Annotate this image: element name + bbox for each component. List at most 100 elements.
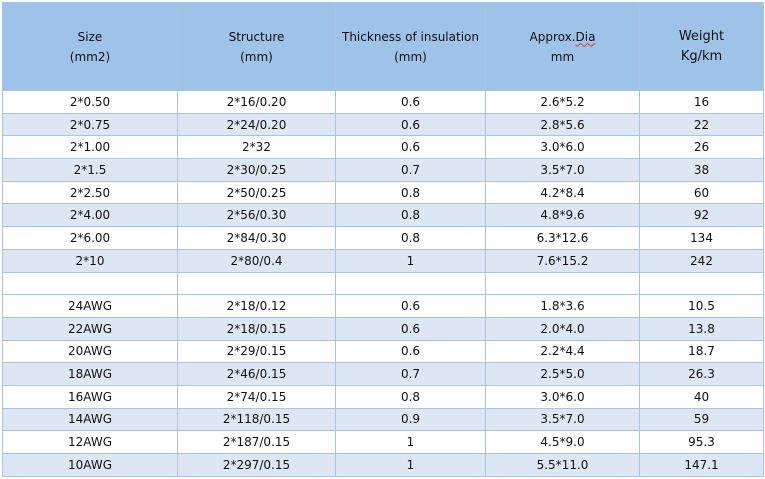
diameter-cell: 2.0*4.0 (485, 316, 640, 341)
diameter-cell: 2.6*5.2 (485, 90, 640, 114)
size-cell: 24AWG (2, 294, 178, 318)
table-row: 16AWG 2*74/0.15 0.8 3.0*6.0 40 (2, 384, 764, 409)
thickness-cell: 0.7 (335, 362, 486, 386)
size-cell: 2*1.00 (2, 135, 178, 160)
size-cell: 2*10 (2, 248, 178, 273)
header-diameter-prefix: Approx. (529, 29, 576, 44)
structure-cell: 2*74/0.15 (177, 384, 336, 409)
thickness-cell: 0.6 (335, 294, 486, 318)
header-weight: Weight Kg/km (639, 2, 764, 91)
size-cell: 18AWG (2, 362, 178, 386)
diameter-cell: 1.8*3.6 (485, 294, 640, 318)
header-thickness-unit: (mm) (394, 49, 427, 64)
structure-cell: 2*297/0.15 (177, 453, 336, 477)
size-cell: 2*1.5 (2, 158, 178, 182)
diameter-cell: 7.6*15.2 (485, 248, 640, 273)
diameter-cell: 5.5*11.0 (485, 453, 640, 477)
thickness-cell: 1 (335, 248, 486, 273)
table-row: 10AWG 2*297/0.15 1 5.5*11.0 147.1 (2, 453, 764, 477)
header-size: Size (mm2) (2, 2, 178, 91)
weight-cell (639, 271, 764, 296)
table-row: 2*1.5 2*30/0.25 0.7 3.5*7.0 38 (2, 158, 764, 182)
size-cell (2, 271, 178, 296)
header-thickness-title: Thickness of insulation (342, 29, 479, 44)
structure-cell: 2*18/0.15 (177, 316, 336, 341)
weight-cell: 59 (639, 407, 764, 432)
thickness-cell (335, 271, 486, 296)
header-size-unit: (mm2) (69, 49, 111, 64)
header-size-title: Size (77, 29, 103, 44)
size-cell: 2*0.50 (2, 90, 178, 114)
header-thickness: Thickness of insulation (mm) (335, 2, 486, 91)
weight-cell: 26 (639, 135, 764, 160)
table-row: 24AWG 2*18/0.12 0.6 1.8*3.6 10.5 (2, 294, 764, 318)
header-diameter: Approx.Dia mm (485, 2, 640, 91)
diameter-cell: 2.2*4.4 (485, 339, 640, 364)
thickness-cell: 1 (335, 453, 486, 477)
size-cell: 10AWG (2, 453, 178, 477)
header-structure-title: Structure (228, 29, 285, 44)
structure-cell: 2*18/0.12 (177, 294, 336, 318)
structure-cell: 2*80/0.4 (177, 248, 336, 273)
header-structure-unit: (mm) (240, 49, 273, 64)
thickness-cell: 0.8 (335, 203, 486, 228)
structure-cell: 2*16/0.20 (177, 90, 336, 114)
weight-cell: 16 (639, 90, 764, 114)
weight-cell: 13.8 (639, 316, 764, 341)
structure-cell: 2*187/0.15 (177, 430, 336, 454)
size-cell: 20AWG (2, 339, 178, 364)
table-row: 2*6.00 2*84/0.30 0.8 6.3*12.6 134 (2, 226, 764, 250)
header-diameter-flagged-word: Dia (575, 29, 596, 44)
thickness-cell: 0.6 (335, 339, 486, 364)
structure-cell: 2*32 (177, 135, 336, 160)
table-body: 2*0.50 2*16/0.20 0.6 2.6*5.2 16 2*0.75 2*24/0.… (2, 90, 764, 477)
thickness-cell: 0.6 (335, 135, 486, 160)
diameter-cell: 4.8*9.6 (485, 203, 640, 228)
header-weight-unit: Kg/km (680, 48, 723, 64)
header-diameter-unit: mm (550, 49, 575, 64)
weight-cell: 242 (639, 248, 764, 273)
diameter-cell: 4.2*8.4 (485, 180, 640, 205)
size-cell: 2*0.75 (2, 112, 178, 137)
thickness-cell: 0.6 (335, 316, 486, 341)
thickness-cell: 0.8 (335, 180, 486, 205)
size-cell: 2*2.50 (2, 180, 178, 205)
thickness-cell: 0.8 (335, 384, 486, 409)
table-row: 2*1.00 2*32 0.6 3.0*6.0 26 (2, 135, 764, 160)
diameter-cell: 2.8*5.6 (485, 112, 640, 137)
weight-cell: 10.5 (639, 294, 764, 318)
size-cell: 22AWG (2, 316, 178, 341)
header-structure: Structure (mm) (177, 2, 336, 91)
thickness-cell: 0.6 (335, 90, 486, 114)
weight-cell: 40 (639, 384, 764, 409)
table-row: 2*0.50 2*16/0.20 0.6 2.6*5.2 16 (2, 90, 764, 114)
thickness-cell: 0.6 (335, 112, 486, 137)
structure-cell (177, 271, 336, 296)
diameter-cell: 4.5*9.0 (485, 430, 640, 454)
weight-cell: 134 (639, 226, 764, 250)
table-row: 2*2.50 2*50/0.25 0.8 4.2*8.4 60 (2, 180, 764, 205)
table-header: Size (mm2) Structure (mm) Thickness of i… (2, 2, 764, 91)
structure-cell: 2*29/0.15 (177, 339, 336, 364)
thickness-cell: 0.9 (335, 407, 486, 432)
table-row: 2*4.00 2*56/0.30 0.8 4.8*9.6 92 (2, 203, 764, 228)
weight-cell: 92 (639, 203, 764, 228)
diameter-cell: 3.5*7.0 (485, 407, 640, 432)
diameter-cell (485, 271, 640, 296)
diameter-cell: 3.0*6.0 (485, 384, 640, 409)
table-row: 18AWG 2*46/0.15 0.7 2.5*5.0 26.3 (2, 362, 764, 386)
structure-cell: 2*118/0.15 (177, 407, 336, 432)
weight-cell: 60 (639, 180, 764, 205)
size-cell: 14AWG (2, 407, 178, 432)
diameter-cell: 6.3*12.6 (485, 226, 640, 250)
structure-cell: 2*50/0.25 (177, 180, 336, 205)
table-row: 2*10 2*80/0.4 1 7.6*15.2 242 (2, 248, 764, 273)
thickness-cell: 0.7 (335, 158, 486, 182)
structure-cell: 2*30/0.25 (177, 158, 336, 182)
structure-cell: 2*84/0.30 (177, 226, 336, 250)
weight-cell: 26.3 (639, 362, 764, 386)
header-diameter-title: Approx.Dia (486, 27, 639, 47)
thickness-cell: 0.8 (335, 226, 486, 250)
diameter-cell: 3.5*7.0 (485, 158, 640, 182)
